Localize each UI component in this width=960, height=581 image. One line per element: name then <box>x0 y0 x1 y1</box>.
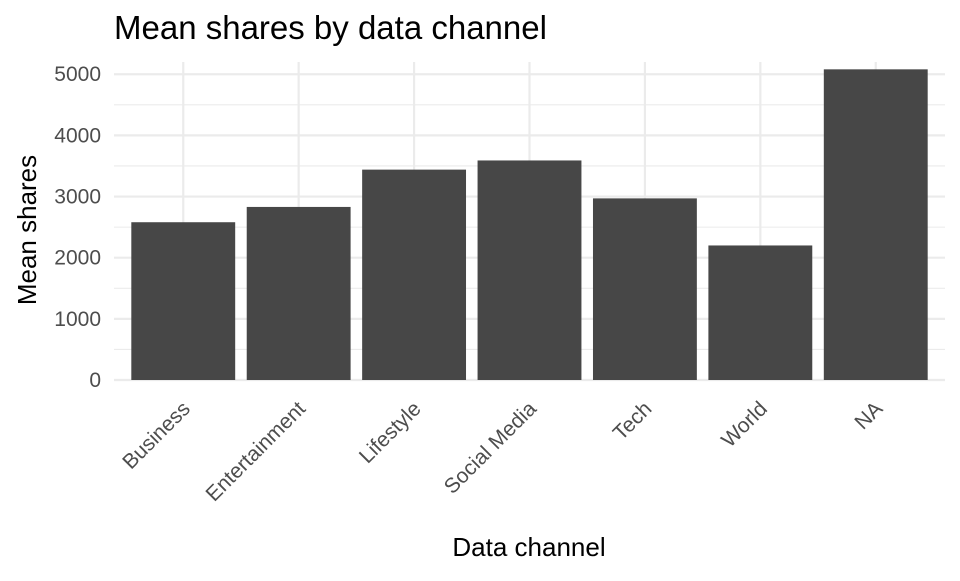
y-tick-label: 5000 <box>54 63 101 86</box>
chart-title: Mean shares by data channel <box>114 9 547 46</box>
x-tick-label: World <box>717 397 772 452</box>
y-axis-ticks: 0 1000 2000 3000 4000 5000 <box>54 63 101 392</box>
bar-na <box>823 69 928 380</box>
x-tick-label: Lifestyle <box>355 397 426 468</box>
bar-business <box>131 222 236 380</box>
bar-social-media <box>477 160 582 380</box>
x-tick-label: Business <box>118 397 195 474</box>
y-tick-label: 3000 <box>54 186 101 209</box>
x-axis-title: Data channel <box>452 532 605 562</box>
x-tick-label: Tech <box>609 397 657 445</box>
bar-entertainment <box>246 206 351 380</box>
y-axis-title: Mean shares <box>12 155 42 305</box>
y-tick-label: 1000 <box>54 308 101 331</box>
x-tick-label: Entertainment <box>201 397 310 506</box>
y-tick-label: 0 <box>89 369 101 392</box>
y-tick-label: 4000 <box>54 124 101 147</box>
bar-world <box>708 245 813 380</box>
x-axis-ticks: Business Entertainment Lifestyle Social Med… <box>118 397 887 506</box>
x-tick-label: Social Media <box>440 397 542 499</box>
bars <box>131 69 928 380</box>
x-tick-label: NA <box>850 397 887 434</box>
bar-tech <box>592 198 697 380</box>
y-tick-label: 2000 <box>54 247 101 270</box>
bar-lifestyle <box>362 169 467 380</box>
